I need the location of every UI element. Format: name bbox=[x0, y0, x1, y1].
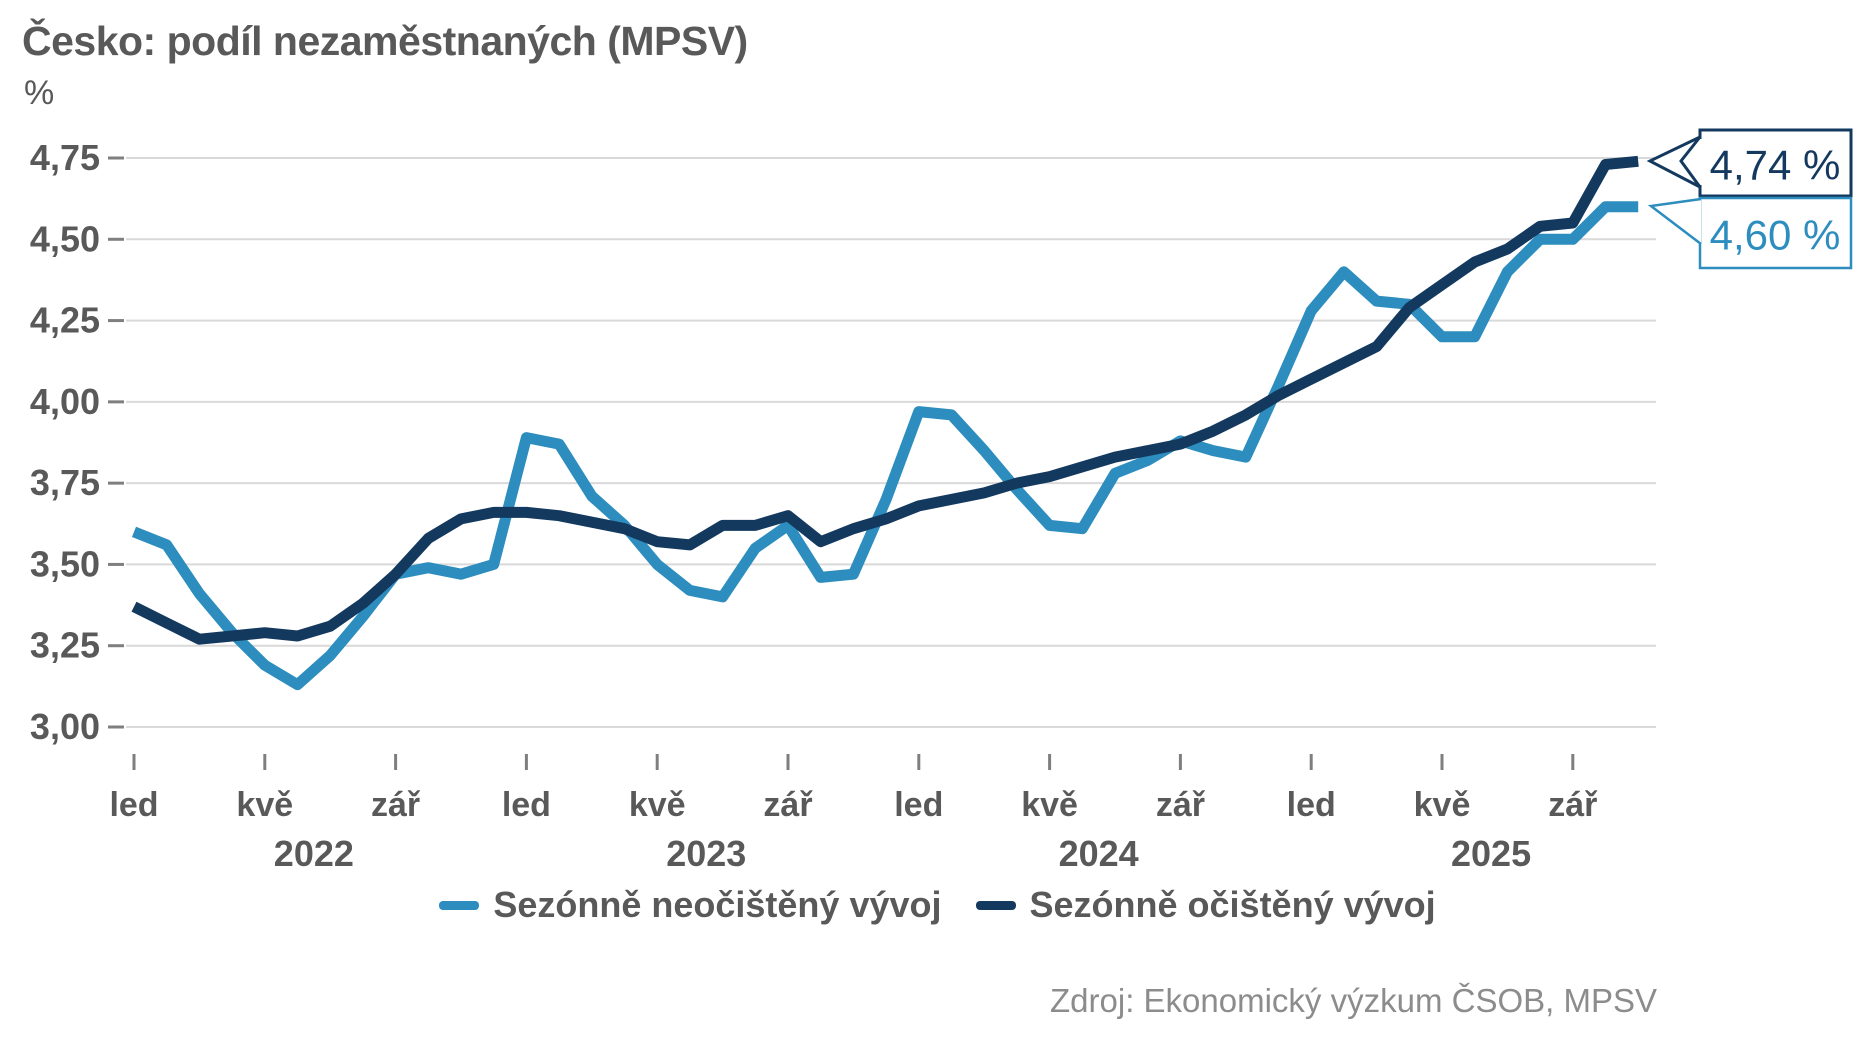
x-axis-month-label: zář bbox=[371, 786, 421, 824]
y-axis-label: 3,25 bbox=[30, 625, 100, 666]
y-axis-label: 4,50 bbox=[30, 218, 100, 259]
legend-swatch-unadjusted bbox=[439, 900, 480, 910]
callout-notch-cover-adjusted bbox=[1697, 139, 1704, 185]
legend: Sezónně neočištěný vývoj Sezónně očištěný… bbox=[0, 884, 1875, 926]
legend-item-unadjusted: Sezónně neočištěný vývoj bbox=[439, 884, 942, 926]
callout-label-unadjusted: 4,60 % bbox=[1710, 212, 1841, 259]
x-axis-month-label: kvě bbox=[236, 786, 293, 824]
callout-box-adjusted bbox=[1698, 128, 1853, 198]
y-axis-unit-label: % bbox=[24, 74, 55, 112]
callout-box-unadjusted bbox=[1698, 196, 1853, 270]
year-label: 2023 bbox=[666, 833, 746, 874]
callout-label-adjusted: 4,74 % bbox=[1710, 142, 1841, 189]
page-title: Česko: podíl nezaměstnaných (MPSV) bbox=[22, 18, 748, 64]
x-axis-month-label: led bbox=[109, 786, 158, 824]
series-line-unadjusted bbox=[131, 201, 1639, 691]
x-axis-month-label: kvě bbox=[1414, 786, 1471, 824]
x-axis-month-label: kvě bbox=[629, 786, 686, 824]
x-axis-month-label: zář bbox=[1548, 786, 1598, 824]
year-label: 2022 bbox=[274, 833, 354, 874]
x-axis-month-label: led bbox=[1287, 786, 1336, 824]
y-axis-label: 3,00 bbox=[30, 706, 100, 747]
year-label: 2025 bbox=[1451, 833, 1531, 874]
y-axis-label: 4,75 bbox=[30, 137, 100, 178]
y-axis-label: 3,50 bbox=[30, 543, 100, 584]
source-note: Zdroj: Ekonomický výzkum ČSOB, MPSV bbox=[1050, 982, 1657, 1019]
series-line-adjusted bbox=[131, 155, 1639, 645]
y-axis-label: 3,75 bbox=[30, 462, 100, 503]
y-axis-label: 4,00 bbox=[30, 381, 100, 422]
callout-arrow-adjusted bbox=[1646, 135, 1702, 189]
x-axis-month-label: zář bbox=[763, 786, 813, 824]
x-axis-month-label: led bbox=[502, 786, 551, 824]
legend-label-adjusted: Sezónně očištěný vývoj bbox=[1029, 884, 1436, 925]
x-axis-month-label: led bbox=[894, 786, 943, 824]
legend-item-adjusted: Sezónně očištěný vývoj bbox=[975, 884, 1436, 926]
legend-swatch-adjusted bbox=[975, 900, 1016, 910]
legend-label-unadjusted: Sezónně neočištěný vývoj bbox=[493, 884, 942, 925]
x-axis-month-label: kvě bbox=[1021, 786, 1078, 824]
year-label: 2024 bbox=[1059, 833, 1139, 874]
x-axis-month-label: zář bbox=[1156, 786, 1206, 824]
y-axis-label: 4,25 bbox=[30, 300, 100, 341]
callout-arrow-unadjusted bbox=[1647, 197, 1702, 245]
